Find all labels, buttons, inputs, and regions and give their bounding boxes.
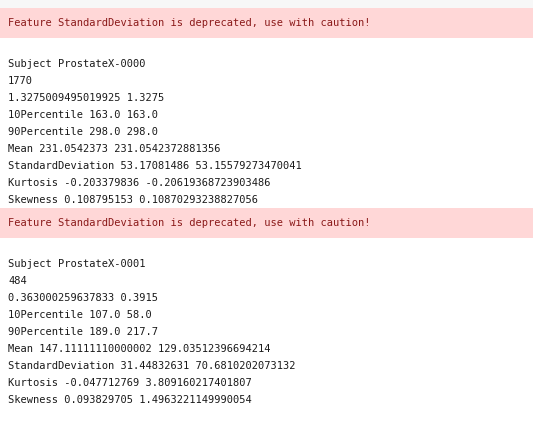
Text: Mean 231.0542373 231.0542372881356: Mean 231.0542373 231.0542372881356 (8, 145, 221, 155)
Text: 90Percentile 189.0 217.7: 90Percentile 189.0 217.7 (8, 328, 158, 337)
Text: 90Percentile 298.0 298.0: 90Percentile 298.0 298.0 (8, 127, 158, 138)
Text: Subject ProstateX-0001: Subject ProstateX-0001 (8, 259, 146, 269)
Text: Mean 147.11111110000002 129.03512396694214: Mean 147.11111110000002 129.035123966942… (8, 344, 271, 354)
Text: 1.3275009495019925 1.3275: 1.3275009495019925 1.3275 (8, 93, 164, 103)
Text: Skewness 0.108795153 0.10870293238827056: Skewness 0.108795153 0.10870293238827056 (8, 195, 258, 205)
Text: Feature StandardDeviation is deprecated, use with caution!: Feature StandardDeviation is deprecated,… (8, 18, 370, 28)
Text: Kurtosis -0.047712769 3.809160217401807: Kurtosis -0.047712769 3.809160217401807 (8, 378, 252, 389)
Text: 484: 484 (8, 276, 27, 286)
Bar (0, 8, 533, 38)
Text: 10Percentile 107.0 58.0: 10Percentile 107.0 58.0 (8, 311, 152, 321)
Text: Kurtosis -0.203379836 -0.20619368723903486: Kurtosis -0.203379836 -0.206193687239034… (8, 178, 271, 188)
Text: 10Percentile 163.0 163.0: 10Percentile 163.0 163.0 (8, 110, 158, 120)
Text: 0.363000259637833 0.3915: 0.363000259637833 0.3915 (8, 293, 158, 304)
Text: Subject ProstateX-0000: Subject ProstateX-0000 (8, 60, 146, 70)
Text: 1770: 1770 (8, 77, 33, 86)
Text: StandardDeviation 31.44832631 70.6810202073132: StandardDeviation 31.44832631 70.6810202… (8, 361, 295, 371)
Text: StandardDeviation 53.17081486 53.15579273470041: StandardDeviation 53.17081486 53.1557927… (8, 162, 302, 171)
Bar (0, 208, 533, 238)
Text: Skewness 0.093829705 1.4963221149990054: Skewness 0.093829705 1.4963221149990054 (8, 396, 252, 406)
Text: Feature StandardDeviation is deprecated, use with caution!: Feature StandardDeviation is deprecated,… (8, 218, 370, 228)
